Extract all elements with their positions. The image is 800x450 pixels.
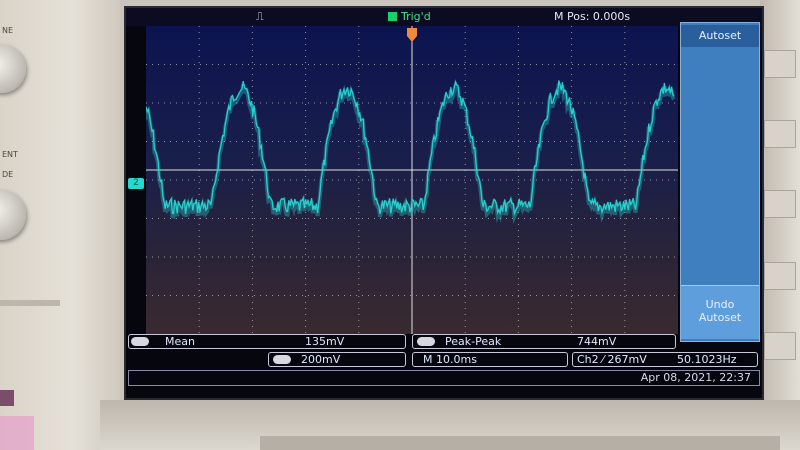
frequency: 50.1023Hz xyxy=(677,353,737,366)
ch-indicator-icon xyxy=(131,337,149,346)
bezel-label-low: DE xyxy=(2,170,14,179)
channel-ground-marker[interactable]: 2 xyxy=(128,178,144,189)
trigger-status-icon xyxy=(388,12,397,21)
settings-row: 200mV M 10.0ms Ch2 ⁄ 267mV 50.1023Hz xyxy=(128,352,760,369)
timebase: M 10.0ms xyxy=(423,353,477,366)
mean-value: 135mV xyxy=(305,335,345,348)
side-menu: Autoset Undo Autoset xyxy=(680,22,760,342)
bezel-label-mid: ENT xyxy=(2,150,18,159)
peak-peak-measurement[interactable]: Peak-Peak 744mV xyxy=(412,334,676,349)
undo-autoset-button[interactable]: Undo Autoset xyxy=(681,285,759,339)
mean-label: Mean xyxy=(165,335,195,348)
bezel-sticker xyxy=(0,416,34,450)
bezel-label-top: NE xyxy=(2,26,14,35)
scope-left-bezel: NE ENT DE xyxy=(0,0,120,450)
mean-measurement[interactable]: Mean 135mV xyxy=(128,334,406,349)
trigger-setting: Ch2 ⁄ 267mV xyxy=(577,353,647,366)
ch1-scale-readout[interactable]: 200mV xyxy=(268,352,406,367)
status-bar: ⎍ Trig'd M Pos: 0.000s xyxy=(126,8,762,26)
ch-indicator-icon xyxy=(417,337,435,346)
trigger-readout[interactable]: Ch2 ⁄ 267mV 50.1023Hz xyxy=(572,352,758,367)
scope-bottom-bezel xyxy=(100,400,800,450)
waveform-svg xyxy=(146,26,678,334)
timebase-readout[interactable]: M 10.0ms xyxy=(412,352,568,367)
menu-button-4[interactable] xyxy=(764,262,796,290)
date-time-bar: Apr 08, 2021, 22:37 xyxy=(128,370,760,386)
waveform-trace-glow xyxy=(146,78,676,224)
peak-peak-value: 744mV xyxy=(577,335,617,348)
menu-button-3[interactable] xyxy=(764,190,796,218)
scope-right-bezel xyxy=(760,0,800,450)
bezel-button[interactable] xyxy=(0,390,14,406)
scale-knob[interactable] xyxy=(0,190,26,240)
undo-autoset-label-line1: Undo xyxy=(705,298,735,311)
waveform-plot xyxy=(146,26,678,334)
ch1-scale: 200mV xyxy=(301,353,341,366)
autoset-button[interactable]: Autoset xyxy=(681,25,759,47)
menu-button-2[interactable] xyxy=(764,120,796,148)
menu-button-1[interactable] xyxy=(764,50,796,78)
undo-autoset-label-line2: Autoset xyxy=(698,311,742,324)
peak-peak-label: Peak-Peak xyxy=(445,335,502,348)
trigger-state: Trig'd xyxy=(401,10,431,23)
measurement-row: Mean 135mV Peak-Peak 744mV xyxy=(128,334,678,351)
oscilloscope-screen: ⎍ Trig'd M Pos: 0.000s 2 Autoset Undo Au… xyxy=(124,6,764,400)
trigger-position-marker xyxy=(407,28,417,42)
menu-button-5[interactable] xyxy=(764,332,796,360)
main-position: M Pos: 0.000s xyxy=(554,10,631,23)
waveform-trace xyxy=(146,80,675,216)
acquire-mode-icon: ⎍ xyxy=(256,10,264,23)
vertical-position-knob[interactable] xyxy=(0,45,26,93)
date-time: Apr 08, 2021, 22:37 xyxy=(640,371,751,384)
bottom-button-strip xyxy=(260,436,780,450)
ch-indicator-icon xyxy=(273,355,291,364)
bezel-divider xyxy=(0,300,60,306)
